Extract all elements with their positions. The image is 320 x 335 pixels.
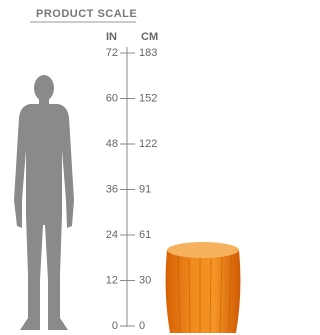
cm-label: 0 (139, 320, 145, 332)
cm-label: 152 (139, 92, 157, 104)
unit-label: IN (106, 31, 117, 43)
inch-label: 0 (112, 320, 118, 332)
inch-label: 48 (106, 138, 118, 150)
inch-label: 60 (106, 92, 118, 104)
cm-label: 61 (139, 229, 151, 241)
stool (166, 242, 241, 333)
cm-label: 122 (139, 138, 157, 150)
title: PRODUCT SCALE (36, 8, 137, 20)
inch-label: 24 (106, 229, 118, 241)
cm-label: 91 (139, 183, 151, 195)
person-silhouette (14, 75, 74, 330)
ticks: 72 183 60 152 48 122 36 91 24 61 12 30 0 0 (106, 47, 158, 332)
product-scale: PRODUCT SCALE IN CM 72 183 60 152 48 122 36 91 2… (0, 0, 241, 335)
inch-label: 12 (106, 274, 118, 286)
inch-label: 36 (106, 183, 118, 195)
unit-label: CM (141, 31, 158, 43)
cm-label: 183 (139, 47, 157, 59)
cm-label: 30 (139, 274, 151, 286)
inch-label: 72 (106, 47, 118, 59)
